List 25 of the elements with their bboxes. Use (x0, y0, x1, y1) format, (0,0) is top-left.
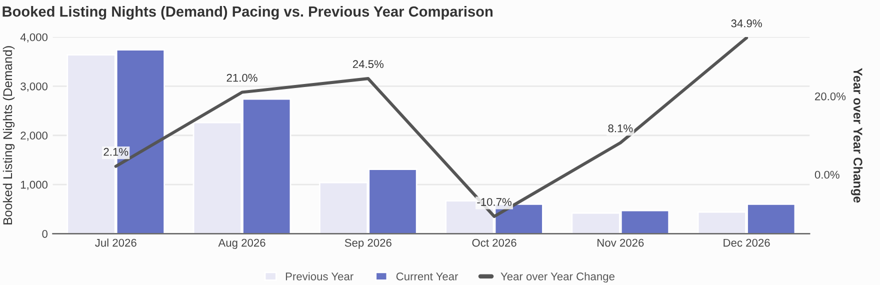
y2-axis-title: Year over Year Change (850, 68, 863, 203)
legend-label: Year over Year Change (500, 272, 614, 283)
chart-title: Booked Listing Nights (Demand) Pacing vs. Previous Year Comparison (2, 6, 492, 20)
x-tick-label: Oct 2026 (472, 238, 516, 247)
legend-label: Current Year (396, 272, 458, 280)
x-tick-label: Aug 2026 (218, 238, 266, 249)
x-tick-label: Sep 2026 (344, 238, 392, 249)
x-tick-label: Nov 2026 (598, 238, 644, 247)
data-label: 24.5% (352, 60, 384, 68)
x-tick-label: Dec 2026 (724, 238, 770, 247)
data-label: 2.1% (104, 148, 128, 156)
y2-tick-label: 20.0% (815, 92, 846, 100)
data-label: 34.9% (731, 19, 762, 28)
y-tick-label: 0 (42, 230, 48, 238)
data-label: -10.7% (477, 198, 512, 206)
x-tick-label: Jul 2026 (95, 238, 136, 247)
y-tick-label: 3,000 (20, 82, 48, 92)
data-label: 21.0% (226, 74, 258, 82)
y-tick-label: 2,000 (20, 132, 48, 141)
legend-label: Previous Year (286, 272, 354, 280)
y-tick-label: 4,000 (20, 33, 48, 42)
y2-tick-label: 0.0% (814, 170, 840, 179)
data-label: 8.1% (608, 124, 633, 132)
y-axis-title: Booked Listing Nights (Demand) (2, 46, 15, 224)
y-tick-label: 1,000 (20, 180, 48, 190)
